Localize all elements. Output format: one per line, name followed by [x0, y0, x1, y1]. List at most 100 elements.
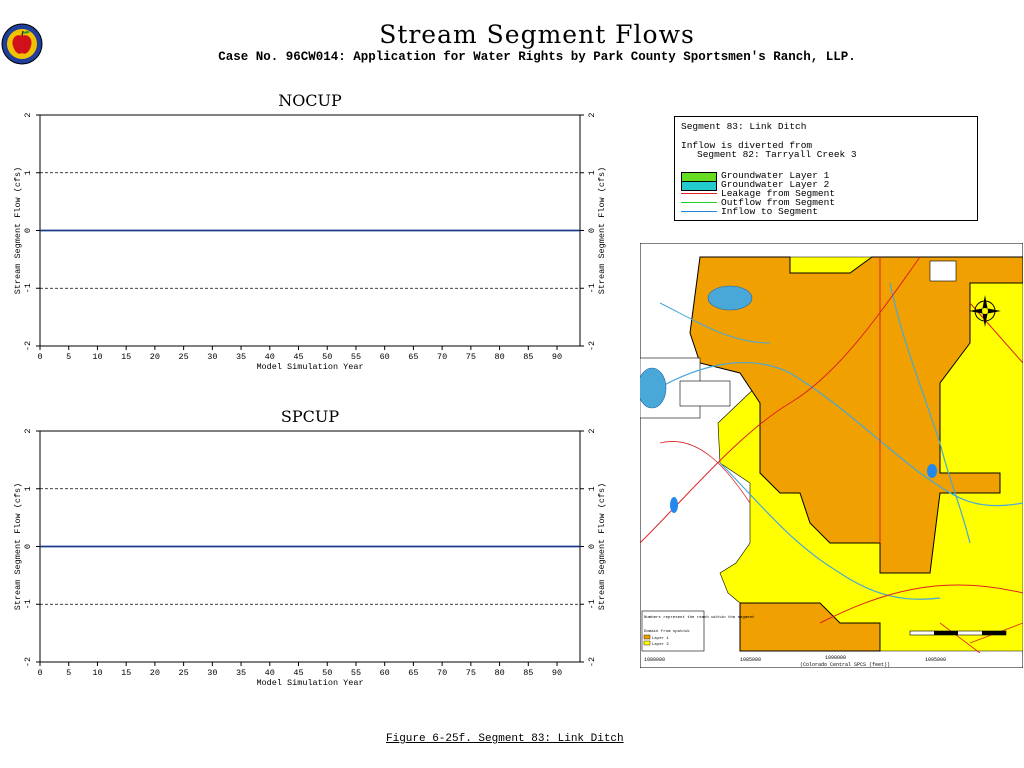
y-tick-label: -2: [23, 341, 33, 351]
x-tick-label: 35: [236, 668, 246, 678]
map-stream: [889, 282, 971, 544]
y-tick-label: 1: [23, 170, 33, 175]
map-inset-note: Numbers represent the reach within the s…: [644, 615, 754, 620]
map-inset-layer2: Layer 2: [652, 642, 669, 647]
figure-caption: Figure 6-25f. Segment 83: Link Ditch: [386, 733, 624, 745]
x-tick-label: 70: [437, 352, 447, 362]
x-tick-label: 45: [293, 352, 303, 362]
legend-header: Segment 83: Link Ditch: [681, 121, 807, 132]
map-lake: [927, 464, 937, 478]
y-tick-label: 0: [23, 228, 33, 233]
legend-item-label: Outflow from Segment: [721, 197, 836, 208]
y-tick-label: -2: [23, 657, 33, 667]
map-x-tick: 1080000: [644, 657, 665, 663]
x-tick-label: 85: [523, 352, 533, 362]
map-x-label: (Colorado Central SPCS (feet)): [800, 662, 890, 668]
x-tick-label: 90: [552, 668, 562, 678]
y-tick-label: 2: [587, 428, 597, 433]
y-axis-label-right: Stream Segment Flow (cfs): [597, 167, 607, 295]
y-tick-label: 2: [587, 112, 597, 117]
x-tick-label: 65: [408, 352, 418, 362]
x-tick-label: 20: [150, 668, 160, 678]
apple-logo: [1, 23, 43, 65]
x-tick-label: 70: [437, 668, 447, 678]
x-tick-label: 0: [37, 668, 42, 678]
x-tick-label: 75: [466, 352, 476, 362]
page-title: Stream Segment Flows: [379, 20, 695, 49]
map-x-tick: 1090000: [825, 655, 846, 661]
legend-line: [681, 202, 717, 203]
y-tick-label: 1: [587, 170, 597, 175]
y-tick-label: -1: [587, 599, 597, 609]
chart-nocup: NOCUP-2 -2-1 -10 01 12 20 5 10 15 20 25 30 35 40 45 50 5…: [13, 91, 607, 372]
legend-item-label: Inflow to Segment: [721, 206, 818, 217]
y-tick-label: 0: [587, 544, 597, 549]
x-tick-label: 35: [236, 352, 246, 362]
y-tick-label: 2: [23, 112, 33, 117]
map-lake: [640, 367, 667, 409]
legend: Segment 83: Link Ditch Inflow is diverte…: [674, 116, 978, 221]
x-tick-label: 5: [66, 352, 71, 362]
y-tick-label: 0: [23, 544, 33, 549]
legend-item-label: Leakage from Segment: [721, 188, 836, 199]
y-tick-label: -1: [23, 599, 33, 609]
legend-item-label: Groundwater Layer 2: [721, 179, 830, 190]
map-inset-title: Domain from sputnik: [644, 629, 690, 634]
x-axis-label: Model Simulation Year: [256, 678, 363, 688]
y-tick-label: 2: [23, 428, 33, 433]
map-x-tick: 1085000: [740, 657, 761, 663]
x-tick-label: 80: [494, 352, 504, 362]
x-tick-label: 0: [37, 352, 42, 362]
map-stream: [649, 362, 1023, 507]
x-tick-label: 50: [322, 352, 332, 362]
legend-line: [681, 211, 717, 212]
y-axis-label-right: Stream Segment Flow (cfs): [597, 483, 607, 611]
x-tick-label: 55: [351, 668, 361, 678]
x-tick-label: 60: [380, 352, 390, 362]
y-axis-label-left: Stream Segment Flow (cfs): [13, 483, 23, 611]
map-road: [640, 256, 921, 544]
x-tick-label: 80: [494, 668, 504, 678]
map-layer1-area: [689, 256, 1023, 574]
map-layer1-area: [739, 602, 881, 652]
compass-icon: [969, 295, 1001, 327]
map-scale-bar: [909, 630, 1007, 636]
x-tick-label: 20: [150, 352, 160, 362]
x-tick-label: 40: [265, 352, 275, 362]
legend-desc-1: Inflow is diverted from: [681, 140, 813, 151]
x-tick-label: 5: [66, 668, 71, 678]
page-subtitle: Case No. 96CW014: Application for Water …: [218, 50, 856, 64]
y-tick-label: -2: [587, 341, 597, 351]
x-tick-label: 55: [351, 352, 361, 362]
x-tick-label: 60: [380, 668, 390, 678]
map-x-tick: 1095000: [925, 657, 946, 663]
x-tick-label: 25: [179, 668, 189, 678]
x-tick-label: 40: [265, 668, 275, 678]
map-inset-layer1: Layer 1: [652, 636, 669, 641]
x-tick-label: 65: [408, 668, 418, 678]
chart-title: SPCUP: [281, 407, 339, 426]
chart-title: NOCUP: [278, 91, 342, 110]
map-inset-legend: Numbers represent the reach within the s…: [641, 610, 754, 652]
legend-line: [681, 193, 717, 194]
map-stream: [659, 302, 771, 344]
x-tick-label: 10: [92, 352, 102, 362]
map-road: [819, 257, 1023, 624]
y-tick-label: 1: [587, 486, 597, 491]
legend-desc-2: Segment 82: Tarryall Creek 3: [697, 149, 857, 160]
map-hole: [679, 380, 731, 407]
legend-swatch: [681, 181, 717, 191]
x-tick-label: 30: [207, 668, 217, 678]
x-tick-label: 45: [293, 668, 303, 678]
x-tick-label: 15: [121, 668, 131, 678]
y-tick-label: 1: [23, 486, 33, 491]
x-tick-label: 85: [523, 668, 533, 678]
x-tick-label: 10: [92, 668, 102, 678]
x-tick-label: 15: [121, 352, 131, 362]
segment-map: Numbers represent the reach within the s…: [640, 243, 1023, 668]
map-stream: [719, 462, 941, 600]
y-tick-label: -2: [587, 657, 597, 667]
y-axis-label-left: Stream Segment Flow (cfs): [13, 167, 23, 295]
x-axis-label: Model Simulation Year: [256, 362, 363, 372]
map-lake: [707, 285, 753, 311]
